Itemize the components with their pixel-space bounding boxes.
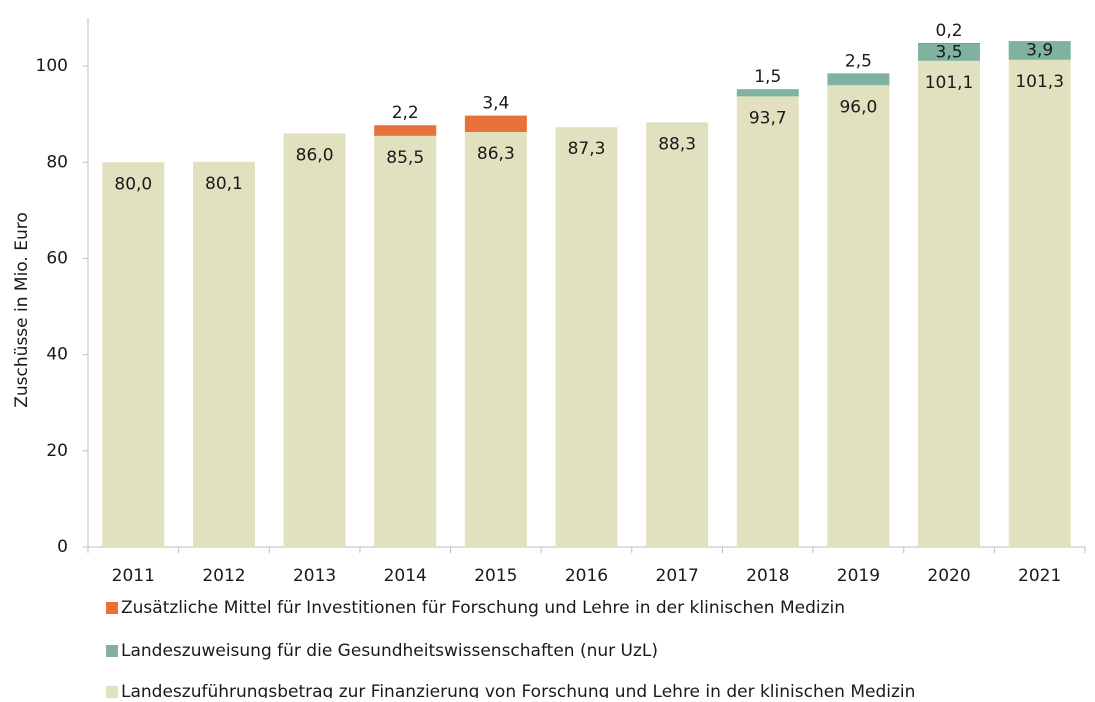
bar-segment (646, 122, 709, 547)
bar-segment (555, 127, 618, 547)
value-label: 2,2 (392, 103, 419, 123)
bar-segment (1008, 41, 1071, 60)
bar-segment (283, 133, 346, 547)
bar-segment (918, 43, 981, 44)
x-tick-label: 2013 (293, 566, 336, 586)
y-tick-label: 20 (46, 441, 68, 461)
x-tick-label: 2015 (474, 566, 517, 586)
x-tick-label: 2020 (927, 566, 970, 586)
y-tick-label: 0 (57, 537, 68, 557)
bar-segment (102, 162, 165, 548)
legend-swatch (106, 686, 118, 698)
y-axis-label: Zuschüsse in Mio. Euro (12, 212, 32, 407)
value-label: 80,0 (114, 174, 152, 194)
bar-segment (918, 43, 981, 61)
x-tick-label: 2019 (837, 566, 880, 586)
value-label: 3,5 (936, 42, 963, 62)
value-label: 86,0 (296, 145, 334, 165)
bar-segment (374, 135, 437, 547)
legend-swatch (106, 645, 118, 657)
bar-segment (827, 73, 890, 86)
legend-label: Zusätzliche Mittel für Investitionen für… (121, 598, 845, 618)
value-label: 96,0 (839, 97, 877, 117)
value-label: 3,9 (1026, 40, 1053, 60)
value-label: 86,3 (477, 144, 515, 164)
bar-segment (374, 125, 437, 136)
value-label: 101,1 (925, 73, 974, 93)
bar-segment (736, 89, 799, 97)
x-tick-label: 2014 (384, 566, 427, 586)
bar-segment (464, 115, 527, 132)
x-tick-label: 2012 (202, 566, 245, 586)
bar-segment (918, 60, 981, 548)
value-label: 1,5 (754, 67, 781, 87)
value-label: 93,7 (749, 108, 787, 128)
bar-segment (1008, 59, 1071, 548)
legend-label: Landeszuführungsbetrag zur Finanzierung … (121, 682, 915, 698)
bar-segment (192, 161, 255, 548)
value-label: 80,1 (205, 174, 243, 194)
x-tick-label: 2018 (746, 566, 789, 586)
y-tick-label: 60 (46, 248, 68, 268)
legend-swatch (106, 602, 118, 614)
y-tick-label: 80 (46, 152, 68, 172)
value-label: 88,3 (658, 134, 696, 154)
value-label: 87,3 (568, 139, 606, 159)
y-tick-label: 100 (36, 56, 68, 76)
value-label: 101,3 (1015, 72, 1064, 92)
x-tick-label: 2011 (112, 566, 155, 586)
y-tick-label: 40 (46, 345, 68, 365)
value-label: 2,5 (845, 51, 872, 71)
x-tick-label: 2021 (1018, 566, 1061, 586)
bar-segment (827, 85, 890, 547)
value-label: 85,5 (386, 148, 424, 168)
bar-segment (464, 131, 527, 547)
legend-label: Landeszuweisung für die Gesundheitswisse… (121, 641, 658, 661)
x-tick-label: 2017 (656, 566, 699, 586)
value-label: 3,4 (482, 94, 509, 114)
x-tick-label: 2016 (565, 566, 608, 586)
value-label: 0,2 (936, 21, 963, 41)
bar-segment (736, 96, 799, 547)
